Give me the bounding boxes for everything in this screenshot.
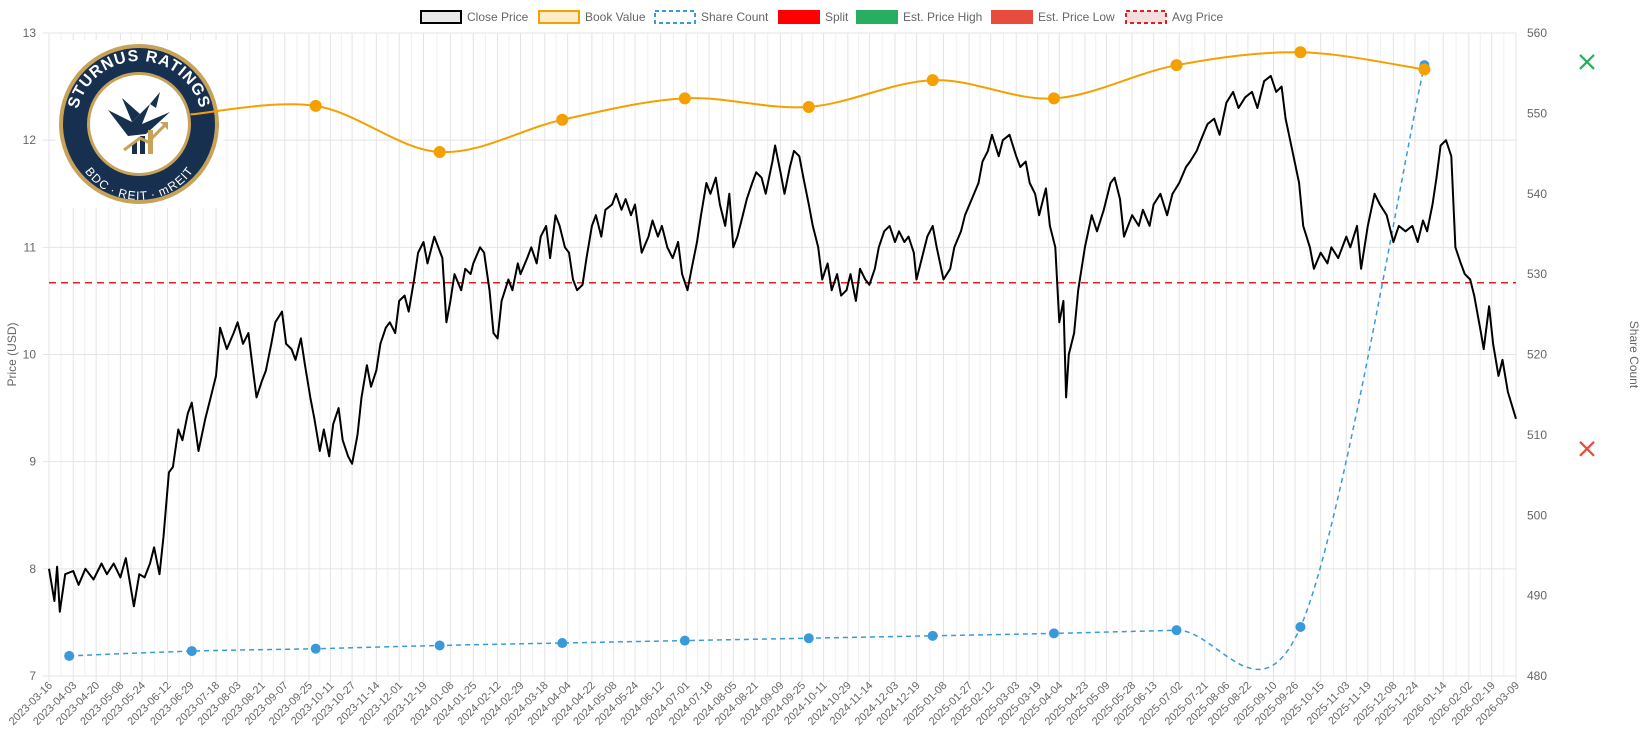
share-count-point	[64, 650, 75, 661]
axis-layer: 7891011121348049050051052053054055056020…	[5, 26, 1641, 728]
y-left-tick-label: 13	[23, 26, 37, 40]
legend-item: Split	[778, 10, 849, 24]
y-left-tick-label: 7	[29, 669, 36, 683]
book-value-point	[802, 100, 815, 113]
sturnus-ratings-logo: STURNUS RATINGS BDC · REIT · mREIT	[55, 40, 223, 208]
legend-swatch	[538, 10, 580, 24]
est-price-high-marker	[1579, 54, 1595, 70]
close-price-line	[48, 74, 1517, 613]
share-count-point	[927, 630, 938, 641]
legend-item: Est. Price High	[856, 10, 982, 24]
share-count-point	[1295, 621, 1306, 632]
book-value-point	[678, 92, 691, 105]
y-right-axis-title: Share Count	[1627, 321, 1641, 389]
book-value-point	[1047, 92, 1060, 105]
legend-swatch	[1125, 10, 1167, 24]
y-right-tick-label: 530	[1527, 267, 1547, 281]
est-price-high-marker-stroke	[1579, 54, 1595, 70]
estimates-layer	[1579, 54, 1595, 457]
legend-swatch	[778, 10, 820, 24]
y-right-tick-label: 560	[1527, 26, 1547, 40]
book-value-point	[1170, 59, 1183, 72]
y-right-tick-label: 520	[1527, 348, 1547, 362]
close-price-layer	[48, 74, 1517, 613]
y-right-tick-label: 490	[1527, 589, 1547, 603]
legend-item: Close Price	[420, 10, 529, 24]
share-count-point	[1048, 628, 1059, 639]
y-left-tick-label: 10	[23, 348, 37, 362]
y-right-tick-label: 510	[1527, 428, 1547, 442]
share-count-point	[186, 646, 197, 657]
legend: Close Price Book Value Share Count Split Est…	[420, 10, 1223, 24]
y-right-tick-label: 540	[1527, 187, 1547, 201]
book-value-point	[1418, 63, 1431, 76]
legend-item: Share Count	[654, 10, 769, 24]
y-left-tick-label: 12	[23, 133, 37, 147]
book-value-point	[556, 113, 569, 126]
legend-label: Split	[825, 10, 849, 24]
y-left-axis-title: Price (USD)	[5, 322, 19, 386]
legend-label: Share Count	[701, 10, 769, 24]
est-price-low-marker	[1579, 441, 1595, 457]
bird-icon	[108, 92, 170, 154]
share-count-point	[557, 638, 568, 649]
book-value-layer	[190, 46, 1431, 158]
book-value-point	[1294, 46, 1307, 59]
legend-label: Close Price	[467, 10, 529, 24]
legend-label: Est. Price Low	[1038, 10, 1115, 24]
y-left-tick-label: 8	[29, 562, 36, 576]
book-value-point	[309, 99, 322, 112]
legend-swatch	[420, 10, 462, 24]
share-count-point	[310, 643, 321, 654]
share-count-point	[1171, 625, 1182, 636]
y-left-tick-label: 9	[29, 455, 36, 469]
y-right-tick-label: 480	[1527, 669, 1547, 683]
legend-item: Avg Price	[1125, 10, 1223, 24]
legend-label: Book Value	[585, 10, 646, 24]
share-count-point	[803, 633, 814, 644]
legend-swatch	[654, 10, 696, 24]
y-left-tick-label: 11	[24, 240, 37, 254]
book-value-point	[433, 145, 446, 158]
grid-layer	[43, 32, 1517, 682]
legend-item: Est. Price Low	[991, 10, 1115, 24]
book-value-point	[926, 74, 939, 87]
y-right-tick-label: 550	[1527, 106, 1547, 120]
legend-label: Est. Price High	[903, 10, 982, 24]
legend-label: Avg Price	[1172, 10, 1223, 24]
share-count-line	[69, 64, 1426, 670]
legend-swatch	[856, 10, 898, 24]
est-price-low-marker-stroke	[1579, 441, 1595, 457]
share-count-layer	[64, 60, 1430, 670]
legend-item: Book Value	[538, 10, 646, 24]
legend-swatch	[991, 10, 1033, 24]
share-count-point	[679, 635, 690, 646]
y-right-tick-label: 500	[1527, 508, 1547, 522]
share-count-point	[434, 640, 445, 651]
